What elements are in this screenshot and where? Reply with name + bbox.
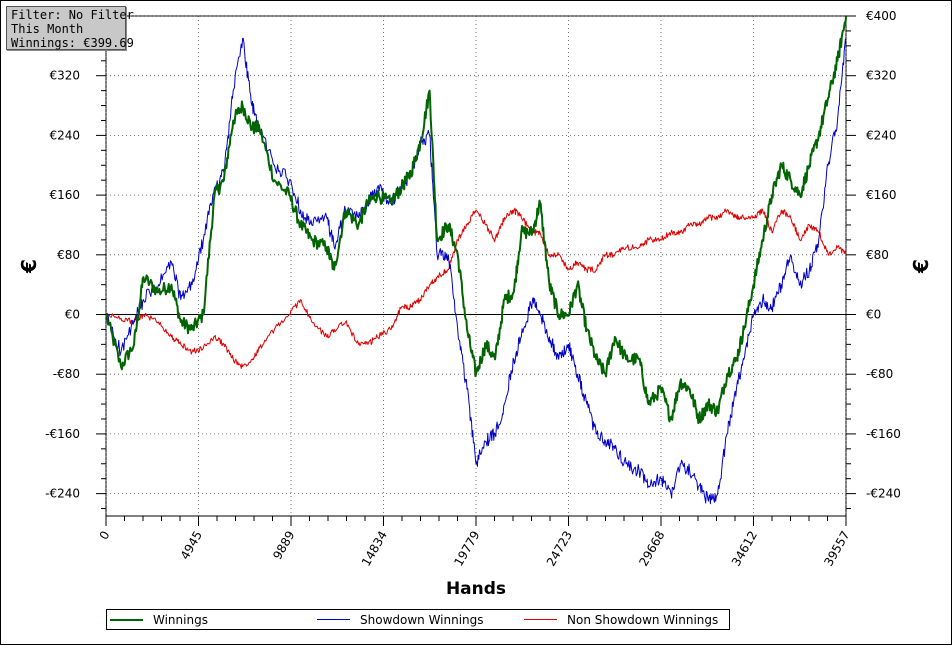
y-tick-label-right: -€240	[866, 487, 901, 501]
y-tick-label-left: -€160	[45, 427, 80, 441]
y-tick-label-left: €320	[49, 69, 80, 83]
x-tick-label: 29668	[636, 529, 667, 569]
filter-text: Filter: No Filter	[11, 8, 134, 22]
legend-label: Winnings	[153, 612, 208, 627]
y-tick-label-right: -€160	[866, 427, 901, 441]
y-tick-label-left: €160	[49, 188, 80, 202]
y-tick-label-right: €320	[866, 69, 897, 83]
legend-item-showdown[interactable]: Showdown Winnings	[317, 610, 484, 629]
x-tick-label: 9889	[270, 529, 297, 562]
legend-swatch-winnings	[110, 618, 143, 621]
period-text: This Month	[11, 22, 84, 36]
filter-info-box: Filter: No Filter This Month Winnings: €…	[6, 6, 134, 50]
y-tick-label-right: -€80	[866, 367, 893, 381]
x-axis-label: Hands	[446, 579, 506, 599]
y-tick-label-right: €80	[866, 248, 889, 262]
y-tick-label-left: €0	[65, 308, 80, 322]
y-tick-label-left: €240	[49, 128, 80, 142]
legend-label: Showdown Winnings	[360, 612, 484, 627]
y-tick-label-left: -€240	[45, 487, 80, 501]
y-tick-label-left: -€80	[53, 367, 80, 381]
y-tick-label-right: €400	[866, 9, 897, 23]
x-tick-label: 34612	[729, 529, 760, 569]
y-axis-label-left: €	[17, 259, 41, 274]
y-tick-label-left: €80	[57, 248, 80, 262]
legend-item-winnings[interactable]: Winnings	[110, 610, 208, 629]
y-tick-label-right: €160	[866, 188, 897, 202]
y-axis-label-right: €	[909, 259, 933, 274]
legend-label: Non Showdown Winnings	[567, 612, 719, 627]
x-tick-label: 24723	[544, 529, 575, 569]
legend-swatch-non-showdown	[524, 619, 557, 620]
y-tick-label-right: €240	[866, 128, 897, 142]
x-tick-label: 14834	[359, 529, 390, 569]
x-tick-label: 39557	[821, 529, 852, 569]
legend-item-non-showdown[interactable]: Non Showdown Winnings	[524, 610, 718, 629]
series-line-non-showdown-winnings	[105, 207, 847, 369]
x-tick-label: 19779	[451, 529, 482, 569]
series-layer	[105, 15, 847, 505]
series-line-winnings	[105, 15, 847, 425]
winnings-total: Winnings: €399.69	[11, 36, 134, 50]
x-tick-label: 0	[97, 529, 113, 543]
chart-legend: Winnings Showdown Winnings Non Showdown …	[106, 609, 730, 630]
x-tick-label: 4945	[178, 529, 205, 562]
y-tick-label-right: €0	[866, 308, 881, 322]
series-line-showdown-winnings	[106, 37, 847, 505]
legend-swatch-showdown	[317, 619, 350, 620]
